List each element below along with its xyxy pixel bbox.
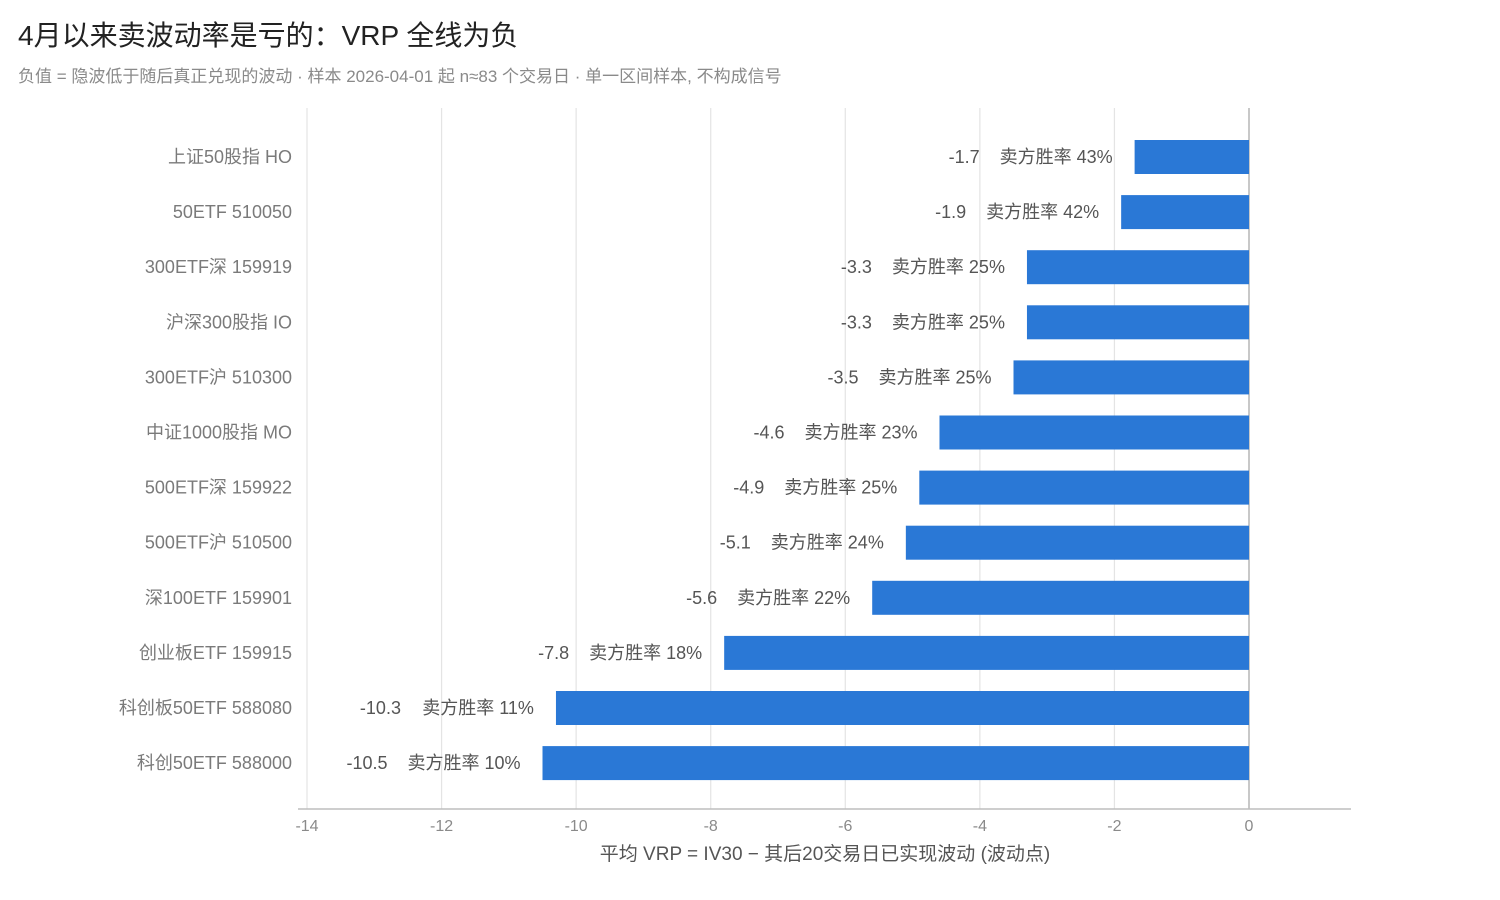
bar bbox=[1013, 360, 1249, 395]
value-label: -4.6 bbox=[753, 423, 784, 443]
value-label: -5.6 bbox=[686, 588, 717, 608]
x-tick-label: -6 bbox=[838, 818, 852, 835]
win-rate-label: 卖方胜率 22% bbox=[737, 588, 850, 608]
category-label: 创业板ETF 159915 bbox=[139, 643, 292, 663]
bars bbox=[542, 140, 1249, 781]
category-label: 上证50股指 HO bbox=[168, 147, 292, 167]
bar bbox=[1026, 305, 1249, 340]
win-rate-label: 卖方胜率 25% bbox=[892, 257, 1005, 277]
bar bbox=[939, 415, 1249, 450]
x-axis: -14 -12 -10 -8 -6 -4 -2 0 bbox=[295, 808, 1351, 835]
win-rate-label: 卖方胜率 11% bbox=[422, 698, 534, 718]
x-tick-label: -14 bbox=[295, 818, 318, 835]
bar bbox=[1026, 250, 1249, 285]
category-label: 300ETF深 159919 bbox=[145, 257, 292, 277]
category-label: 科创板50ETF 588080 bbox=[119, 698, 292, 718]
win-rate-label: 卖方胜率 42% bbox=[986, 202, 1099, 222]
category-label: 深100ETF 159901 bbox=[145, 588, 292, 608]
x-axis-title: 平均 VRP = IV30 − 其后20交易日已实现波动 (波动点) bbox=[600, 843, 1050, 865]
value-label: -3.3 bbox=[841, 257, 872, 277]
win-rate-label: 卖方胜率 25% bbox=[878, 367, 991, 387]
category-label: 科创50ETF 588000 bbox=[137, 753, 292, 773]
bar bbox=[555, 691, 1249, 725]
category-label: 沪深300股指 IO bbox=[166, 312, 292, 332]
bar bbox=[1121, 195, 1249, 230]
bar bbox=[919, 470, 1249, 505]
category-label: 500ETF深 159922 bbox=[145, 478, 292, 498]
value-label: -1.7 bbox=[949, 147, 980, 167]
value-label: -3.3 bbox=[841, 312, 872, 332]
chart-title: 4月以来卖波动率是亏的：VRP 全线为负 bbox=[18, 20, 519, 51]
x-tick-label: -10 bbox=[565, 818, 588, 835]
bar bbox=[542, 746, 1249, 781]
value-label: -10.3 bbox=[360, 698, 401, 718]
value-label: -5.1 bbox=[720, 533, 751, 553]
x-tick-label: -8 bbox=[704, 818, 718, 835]
win-rate-label: 卖方胜率 24% bbox=[771, 533, 884, 553]
value-label: -1.9 bbox=[935, 202, 966, 222]
win-rate-label: 卖方胜率 23% bbox=[804, 423, 917, 443]
win-rate-label: 卖方胜率 43% bbox=[1000, 147, 1113, 167]
value-label: -4.9 bbox=[733, 478, 764, 498]
x-tick-label: -4 bbox=[973, 818, 987, 835]
category-label: 300ETF沪 510300 bbox=[145, 367, 292, 387]
value-label: -7.8 bbox=[538, 643, 569, 663]
win-rate-label: 卖方胜率 25% bbox=[784, 478, 897, 498]
value-label: -10.5 bbox=[346, 753, 387, 773]
bar bbox=[724, 635, 1249, 670]
bar bbox=[1134, 140, 1249, 174]
chart-subtitle: 负值 = 隐波低于随后真正兑现的波动 · 样本 2026-04-01 起 n≈8… bbox=[18, 67, 782, 86]
category-label: 中证1000股指 MO bbox=[146, 423, 292, 443]
value-label: -3.5 bbox=[827, 367, 858, 387]
x-tick-label: -12 bbox=[430, 818, 453, 835]
bar bbox=[905, 525, 1249, 560]
category-label: 500ETF沪 510500 bbox=[145, 533, 292, 553]
data-labels: 卖方胜率 43% -1.7 卖方胜率 42% -1.9 卖方胜率 25% -3.3 卖方胜率… bbox=[346, 147, 1112, 773]
win-rate-label: 卖方胜率 25% bbox=[892, 312, 1005, 332]
win-rate-label: 卖方胜率 10% bbox=[407, 753, 520, 773]
x-tick-label: 0 bbox=[1245, 818, 1254, 835]
category-labels: 上证50股指 HO 50ETF 510050 300ETF深 159919 沪深300… bbox=[119, 147, 292, 773]
x-tick-label: -2 bbox=[1107, 818, 1121, 835]
category-label: 50ETF 510050 bbox=[173, 202, 292, 222]
win-rate-label: 卖方胜率 18% bbox=[589, 643, 702, 663]
bar bbox=[872, 580, 1249, 615]
